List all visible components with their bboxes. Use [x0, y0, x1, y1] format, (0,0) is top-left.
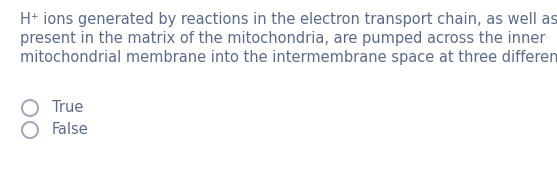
Text: present in the matrix of the mitochondria, are pumped across the inner: present in the matrix of the mitochondri…	[20, 31, 545, 46]
Text: True: True	[52, 101, 84, 115]
Text: False: False	[52, 122, 89, 137]
Text: H⁺ ions generated by reactions in the electron transport chain, as well as H⁺ io: H⁺ ions generated by reactions in the el…	[20, 12, 557, 27]
Text: mitochondrial membrane into the intermembrane space at three different sites.: mitochondrial membrane into the intermem…	[20, 50, 557, 65]
